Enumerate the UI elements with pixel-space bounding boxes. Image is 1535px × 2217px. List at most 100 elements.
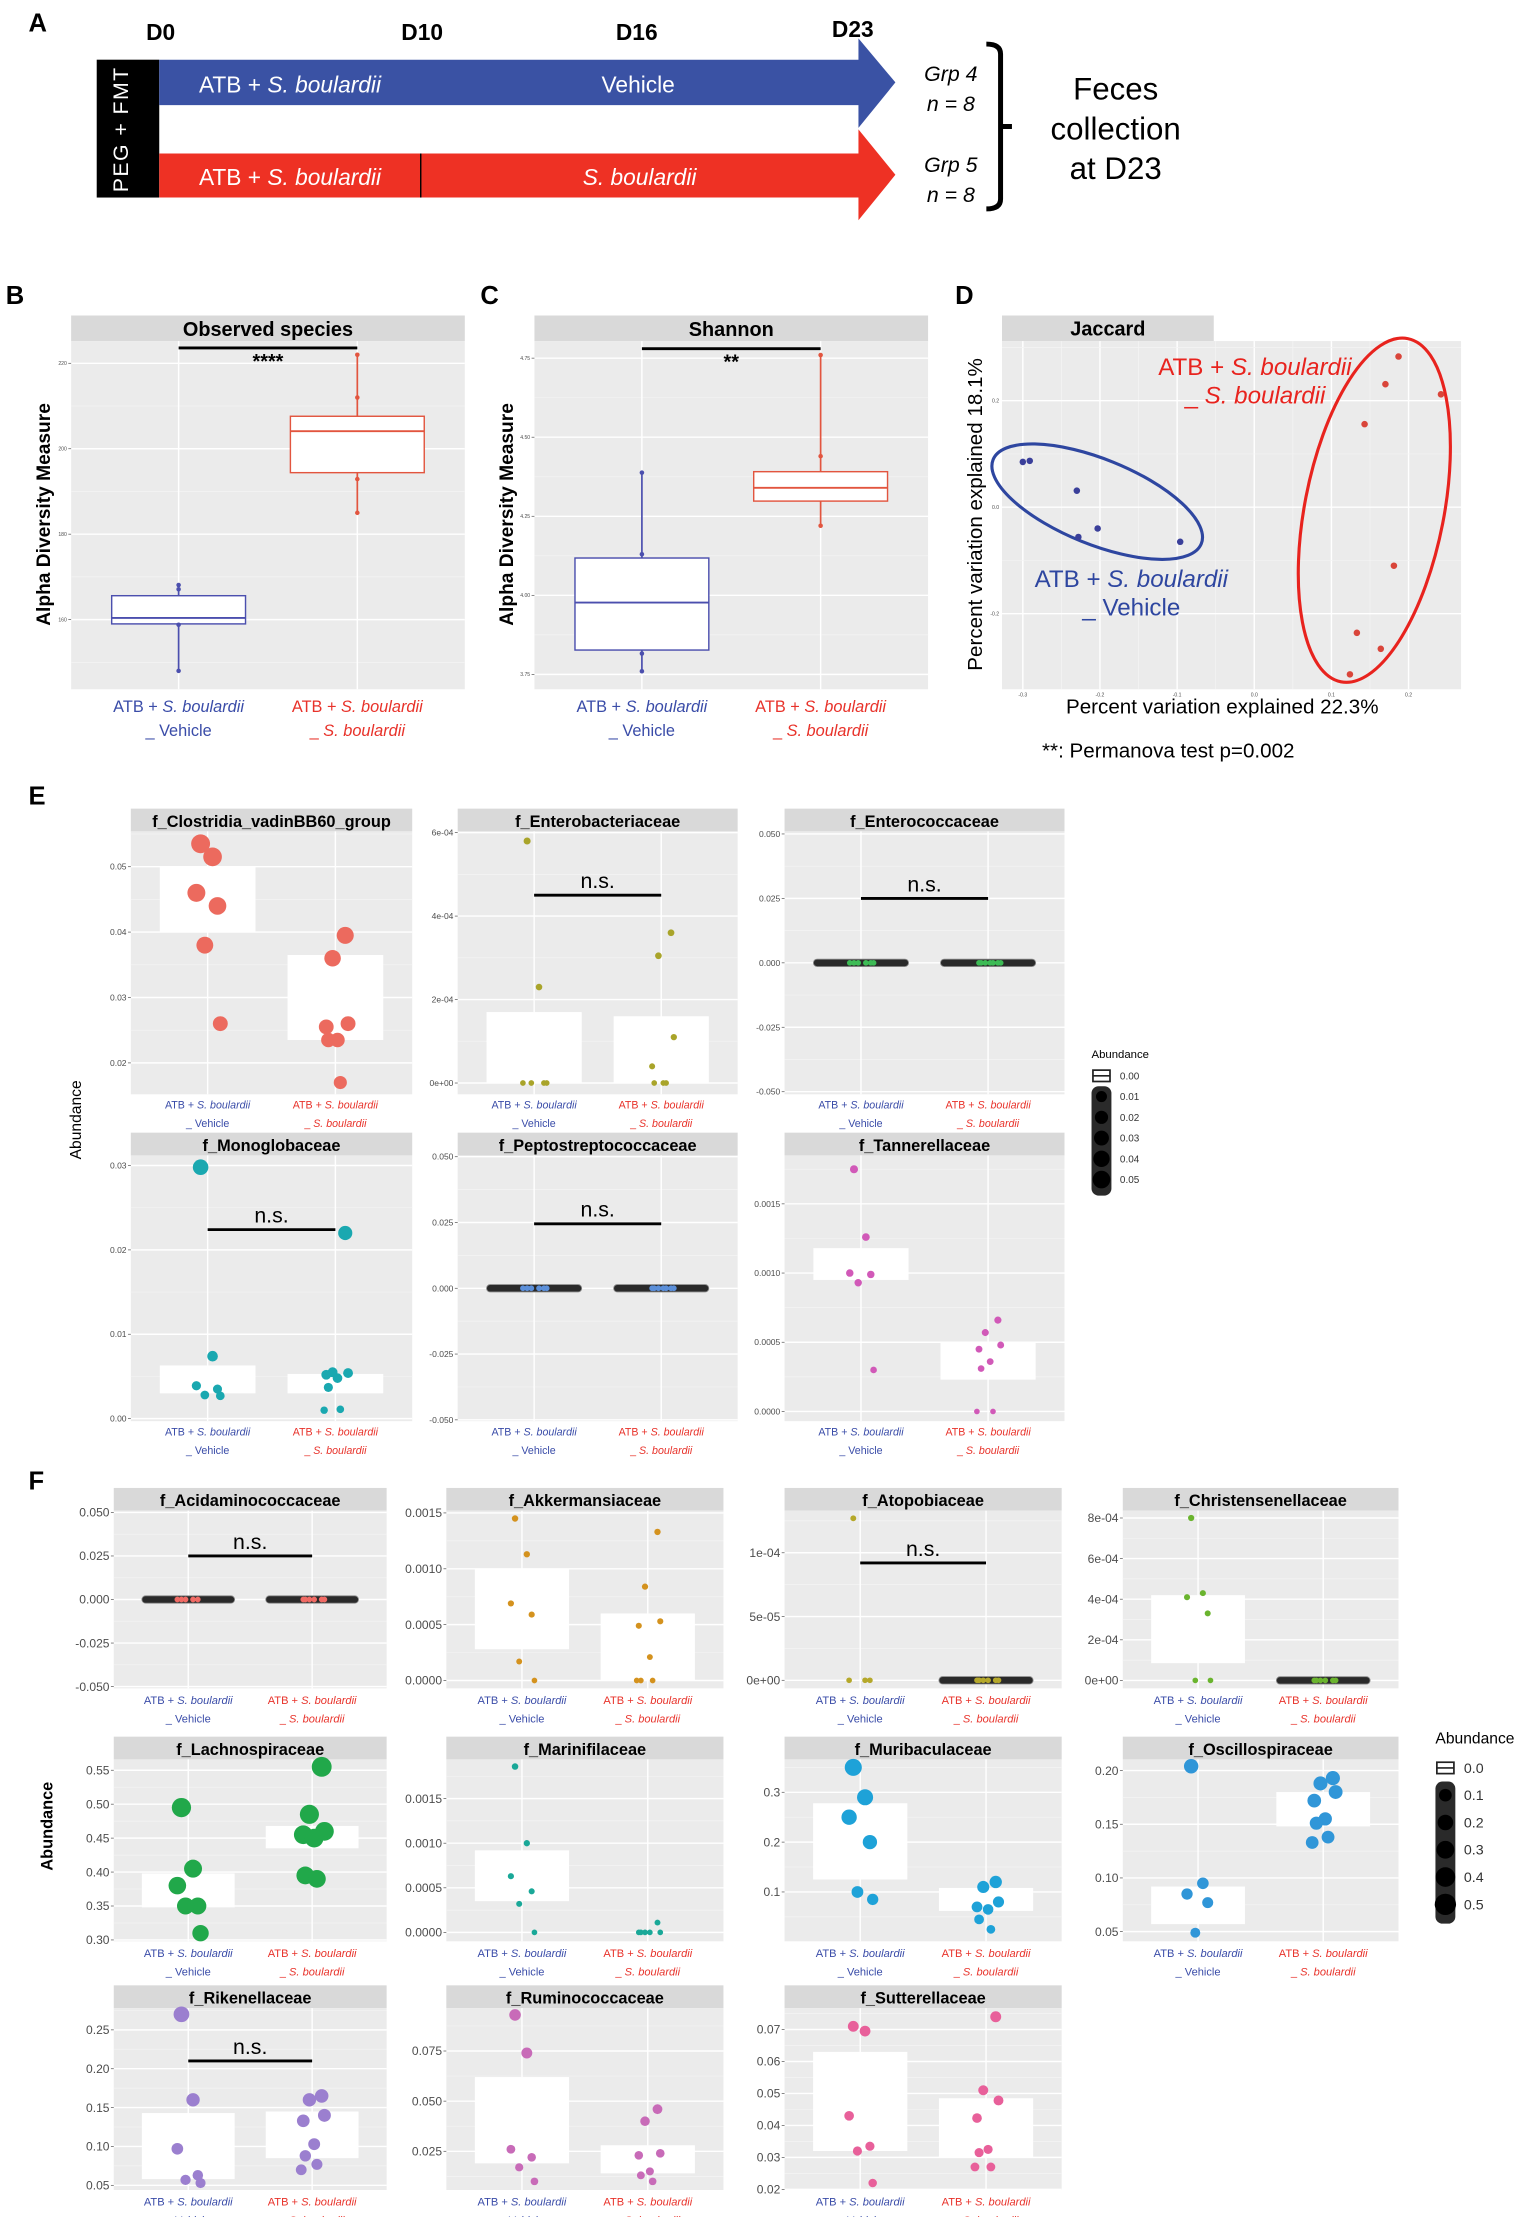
legend-size-key [1094,1110,1109,1124]
data-point [992,1896,1005,1908]
x-tick-label-line2: _ Vehicle [1175,1713,1221,1725]
data-point [1019,458,1027,466]
x-tick-label-line2: _ S. boulardii [956,1445,1020,1457]
y-tick-label: 0.0000 [405,1674,442,1688]
y-tick-label: 0.07 [757,2023,781,2037]
y-tick-label: 0.35 [86,1899,110,1913]
box [287,1373,384,1394]
x-tick-label-line1: ATB + S. boulardii [816,1695,905,1707]
x-tick-label-line2: _ Vehicle [608,722,675,740]
data-point [655,1285,662,1292]
data-point [521,2047,533,2059]
data-point [511,1763,519,1770]
y-tick-label: 0.0005 [405,1618,442,1632]
data-point [1437,391,1445,398]
strip-header [130,1132,413,1156]
data-point [986,1358,994,1366]
legend-size-key [1094,1130,1109,1146]
x-tick-label-line1: ATB + S. boulardii [945,1100,1031,1112]
x-tick-label: 0.1 [1328,692,1335,698]
y-tick-label: -0.2 [990,611,999,617]
x-tick-label-line1: ATB + S. boulardii [1279,1948,1368,1960]
data-point [308,1869,326,1888]
significance-label: n.s. [581,869,615,893]
data-point [1332,1677,1339,1684]
data-point [176,587,181,592]
x-tick-label-line2: _ Vehicle [837,1966,883,1978]
data-point [535,983,543,991]
data-point [190,1596,196,1603]
data-point [520,1080,526,1086]
data-point [528,1888,535,1895]
y-tick-label: 0.15 [86,2101,110,2115]
data-point [180,2174,191,2186]
data-point [846,1269,854,1277]
outcome-line-3: at D23 [1070,151,1162,186]
box [813,1248,909,1280]
data-point [1325,1770,1340,1786]
data-point [818,453,823,459]
d-y-axis-title: Percent variation explained 18.1% [964,358,987,671]
y-tick-label: 0.050 [79,1506,109,1520]
y-tick-label: 0.2 [764,1835,781,1849]
legend-key-label: 0.02 [1120,1113,1140,1124]
data-point [640,2116,650,2126]
data-point [523,837,531,845]
data-point [196,936,214,954]
x-tick-label-line2: _ Vehicle [144,722,211,740]
c-y-axis-title: Alpha Diversity Measure [497,403,518,626]
data-point [1073,487,1081,494]
data-point [200,1390,210,1400]
y-tick-label: 0.03 [110,1161,127,1171]
y-tick-label: 0.10 [1095,1871,1119,1885]
data-point [208,897,227,915]
box [474,2077,570,2164]
x-tick-label-line1: ATB + S. boulardii [113,698,244,716]
x-tick-label-line2: _ Vehicle [838,1118,882,1130]
data-point [997,959,1004,966]
data-point [976,1677,982,1684]
y-tick-label: 0.025 [79,1549,109,1563]
data-point [854,1279,862,1287]
day-label-d0: D0 [146,19,175,45]
x-tick-label-line2: _ Vehicle [185,1118,229,1130]
data-point [844,2110,854,2121]
legend-key-label: 0.00 [1120,1071,1140,1082]
data-point [978,959,984,966]
data-point [989,1875,1002,1889]
data-point [867,1677,873,1684]
panel-f-sutterellaceae: f_Sutterellaceae 0.02 0.03 0.04 0.05 0.06 0.07… [757,1985,1062,2217]
data-point [530,2177,539,2186]
x-tick-label-line2: _ Vehicle [1175,1966,1221,1978]
data-point [523,1840,530,1847]
panel-f-lachnospiraceae: f_Lachnospiraceae 0.30 0.35 0.40 0.45 0.50 0.5… [86,1736,387,1978]
data-point [818,523,823,529]
data-point [171,1797,192,1818]
box [486,1012,582,1084]
x-tick-label-line2: _ Vehicle [165,1966,211,1978]
pretreatment-label: PEG + FMT [109,66,133,192]
data-point [318,1019,334,1035]
data-point [655,2148,665,2158]
d-blue-group-line2: _ Vehicle [1081,594,1180,621]
data-point [1309,1816,1323,1830]
y-tick-label: 0.01 [110,1329,127,1339]
data-point [985,1677,991,1684]
data-point [634,2150,644,2160]
box [1151,1886,1245,1925]
data-point [974,1408,980,1415]
x-tick-label-line2: _ S. boulardii [953,2215,1019,2217]
data-point [1361,420,1368,428]
y-tick-label: 0.02 [110,1245,127,1255]
panel-f-akkermansiaceae: f_Akkermansiaceae 0.0000 0.0005 0.0010 0.001… [405,1487,724,1725]
x-tick-label: 0.2 [1405,692,1412,698]
data-point [667,929,675,937]
x-tick-label-line1: ATB + S. boulardii [144,1948,233,1960]
data-point [862,1834,878,1850]
data-point [212,1016,228,1032]
data-point [818,352,823,358]
y-tick-label: 200 [58,447,67,453]
x-tick-label-line1: ATB + S. boulardii [478,2197,567,2209]
data-point [670,1285,677,1292]
data-point [657,1618,664,1625]
